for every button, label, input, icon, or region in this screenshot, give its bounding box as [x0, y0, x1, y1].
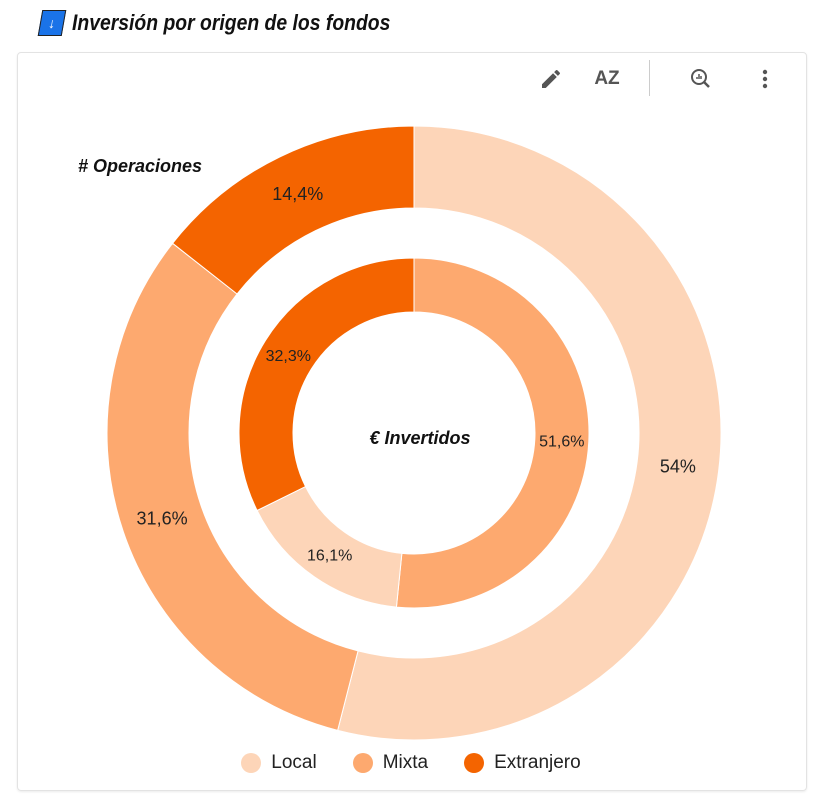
slice-inner-extranjero[interactable] — [238, 257, 415, 512]
data-label: 54% — [660, 456, 696, 476]
slice-outer-local[interactable] — [337, 125, 722, 741]
legend-item-mixta[interactable]: Mixta — [352, 752, 429, 774]
more-vert-icon[interactable] — [748, 60, 782, 98]
explore-icon[interactable] — [684, 60, 718, 98]
legend-dot — [352, 753, 373, 773]
edit-icon[interactable] — [533, 60, 569, 98]
slice-inner-mixta[interactable] — [395, 257, 590, 609]
data-label: 14,4% — [272, 184, 323, 204]
slice-outer-extranjero[interactable] — [171, 125, 415, 295]
legend-item-extranjero[interactable]: Extranjero — [464, 752, 581, 774]
data-label: 32,3% — [266, 348, 311, 365]
legend: Local Mixta Extranjero — [0, 752, 822, 774]
outer-ring-title: # Operaciones — [78, 156, 202, 176]
sort-label: AZ — [594, 68, 620, 89]
legend-label: Extranjero — [494, 752, 581, 773]
sort-az-icon[interactable]: AZ — [588, 60, 626, 98]
toolbar-divider — [649, 60, 650, 96]
chart-title-bar: ↓ Inversión por origen de los fondos — [37, 10, 434, 36]
inner-ring-title: € Invertidos — [369, 428, 470, 448]
legend-label: Local — [271, 752, 317, 773]
legend-dot — [241, 753, 262, 773]
data-label: 51,6% — [539, 433, 584, 450]
slice-outer-mixta[interactable] — [106, 242, 359, 731]
data-label: 16,1% — [307, 548, 352, 565]
legend-item-local[interactable]: Local — [241, 752, 317, 774]
data-label: 31,6% — [137, 508, 188, 528]
legend-label: Mixta — [382, 752, 429, 773]
legend-dot — [464, 753, 485, 773]
chart-card — [17, 52, 807, 791]
chart-title: Inversión por origen de los fondos — [72, 10, 391, 35]
